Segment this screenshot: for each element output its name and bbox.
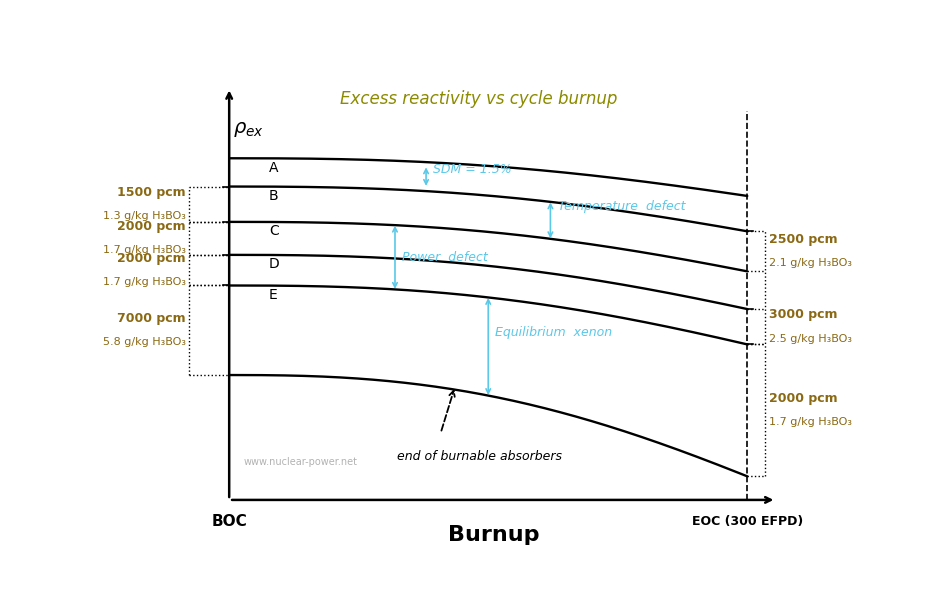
Text: Temperature  defect: Temperature defect bbox=[557, 200, 685, 213]
Text: E: E bbox=[269, 288, 278, 302]
Text: SDM = 1.5%: SDM = 1.5% bbox=[433, 163, 512, 176]
Text: 1.7 g/kg H₃BO₃: 1.7 g/kg H₃BO₃ bbox=[769, 417, 852, 427]
Text: 1.7 g/kg H₃BO₃: 1.7 g/kg H₃BO₃ bbox=[103, 245, 186, 255]
Text: A: A bbox=[269, 160, 279, 174]
Text: 3000 pcm: 3000 pcm bbox=[769, 308, 838, 321]
Text: EOC (300 EFPD): EOC (300 EFPD) bbox=[692, 515, 803, 528]
Text: BOC: BOC bbox=[211, 513, 247, 529]
Text: Burnup: Burnup bbox=[448, 525, 539, 545]
Text: 2500 pcm: 2500 pcm bbox=[769, 233, 838, 246]
Text: 2000 pcm: 2000 pcm bbox=[769, 392, 838, 405]
Text: 5.8 g/kg H₃BO₃: 5.8 g/kg H₃BO₃ bbox=[103, 337, 186, 347]
Text: B: B bbox=[269, 189, 279, 203]
Text: D: D bbox=[269, 257, 280, 271]
Text: 2000 pcm: 2000 pcm bbox=[117, 220, 186, 233]
Text: Power  defect: Power defect bbox=[402, 251, 488, 264]
Text: www.nuclear-power.net: www.nuclear-power.net bbox=[244, 457, 358, 467]
Text: 1.3 g/kg H₃BO₃: 1.3 g/kg H₃BO₃ bbox=[103, 211, 186, 221]
Text: 2.5 g/kg H₃BO₃: 2.5 g/kg H₃BO₃ bbox=[769, 334, 852, 343]
Text: Excess reactivity vs cycle burnup: Excess reactivity vs cycle burnup bbox=[340, 91, 618, 108]
Text: end of burnable absorbers: end of burnable absorbers bbox=[397, 450, 562, 463]
Text: C: C bbox=[269, 224, 279, 238]
Text: 7000 pcm: 7000 pcm bbox=[117, 312, 186, 325]
Text: 1500 pcm: 1500 pcm bbox=[117, 186, 186, 199]
Text: 2000 pcm: 2000 pcm bbox=[117, 252, 186, 265]
Text: $\rho_{ex}$: $\rho_{ex}$ bbox=[233, 121, 264, 140]
Text: 1.7 g/kg H₃BO₃: 1.7 g/kg H₃BO₃ bbox=[103, 277, 186, 287]
Text: 2.1 g/kg H₃BO₃: 2.1 g/kg H₃BO₃ bbox=[769, 258, 852, 268]
Text: Equilibrium  xenon: Equilibrium xenon bbox=[496, 326, 612, 339]
